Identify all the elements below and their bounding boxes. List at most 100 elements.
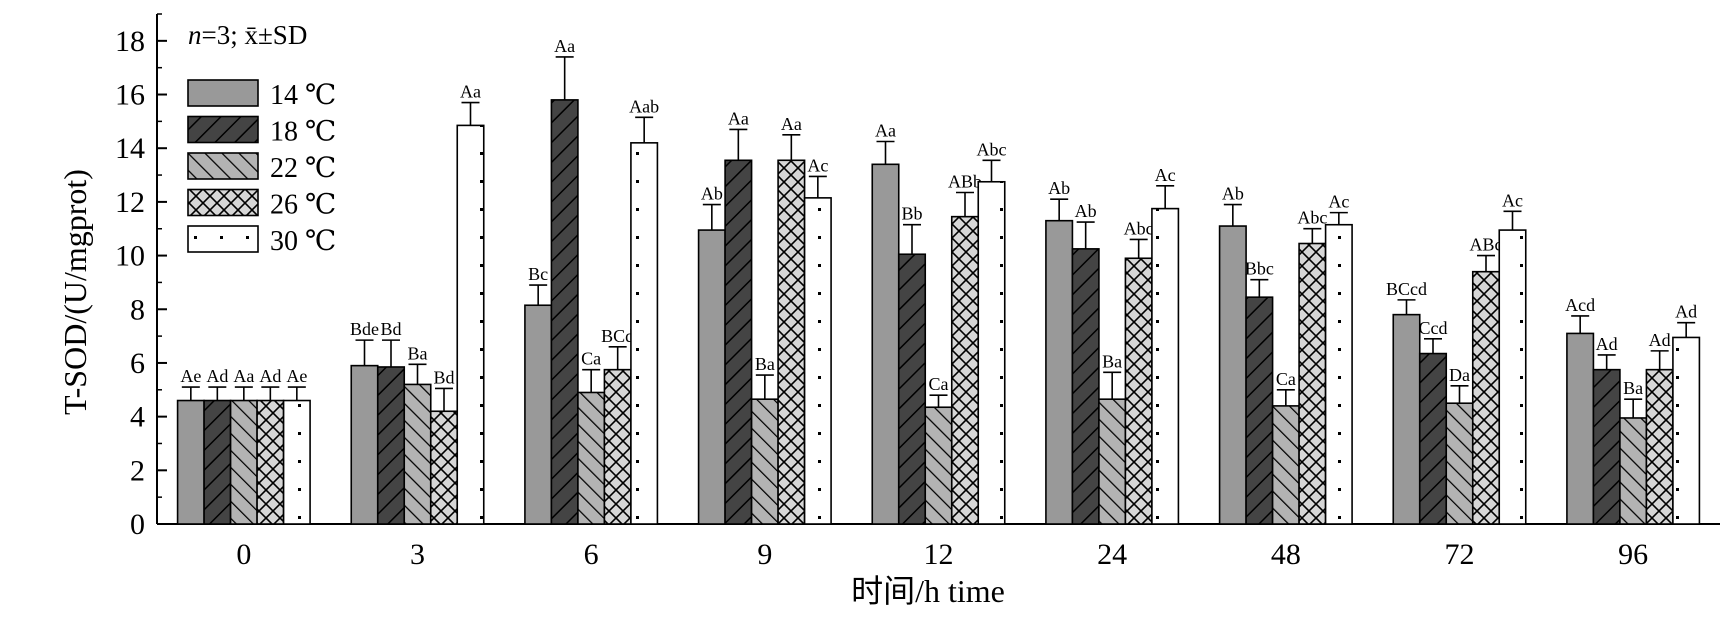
bar bbox=[256, 399, 285, 525]
significance-label: Bc bbox=[528, 264, 548, 284]
bar bbox=[1619, 417, 1648, 525]
legend-swatch bbox=[187, 225, 259, 253]
significance-label: Aa bbox=[554, 36, 575, 56]
note-n: n bbox=[188, 20, 202, 50]
bar bbox=[282, 399, 311, 525]
significance-label: Abc bbox=[1297, 208, 1327, 228]
bar bbox=[1592, 368, 1621, 525]
significance-label: Bd bbox=[380, 319, 401, 339]
legend-label: 26 ℃ bbox=[270, 190, 336, 221]
bar bbox=[1471, 270, 1501, 525]
significance-label: Ba bbox=[755, 354, 775, 374]
significance-label: BCd bbox=[601, 326, 634, 346]
significance-label: Ccd bbox=[1419, 318, 1448, 338]
significance-label: Bb bbox=[901, 204, 922, 224]
bar bbox=[1498, 229, 1527, 525]
bar bbox=[950, 215, 980, 525]
significance-label: Ac bbox=[1155, 165, 1176, 185]
legend-swatch bbox=[187, 152, 259, 180]
significance-label: Ad bbox=[1596, 334, 1618, 354]
significance-label: Aab bbox=[629, 96, 659, 116]
bar bbox=[1271, 405, 1300, 525]
bar bbox=[176, 399, 205, 525]
bar bbox=[1418, 352, 1448, 525]
bar bbox=[1245, 296, 1274, 525]
significance-label: Ae bbox=[180, 366, 201, 386]
bar bbox=[1445, 402, 1474, 525]
bar bbox=[977, 180, 1006, 525]
bar bbox=[403, 383, 432, 525]
bar bbox=[630, 142, 659, 525]
bar bbox=[1071, 248, 1100, 525]
y-tick-label: 2 bbox=[130, 454, 145, 487]
legend-label: 22 ℃ bbox=[270, 153, 336, 184]
y-tick-label: 10 bbox=[115, 240, 145, 273]
significance-label: Ba bbox=[408, 343, 428, 363]
bar bbox=[577, 391, 606, 525]
significance-label: Ba bbox=[1623, 378, 1643, 398]
bar bbox=[871, 163, 900, 525]
bar bbox=[376, 366, 406, 525]
bar bbox=[697, 229, 726, 525]
bar bbox=[1124, 257, 1153, 525]
significance-label: Ad bbox=[259, 366, 281, 386]
x-tick-label: 0 bbox=[236, 538, 251, 571]
x-tick-label: 48 bbox=[1271, 538, 1301, 571]
significance-label: Ac bbox=[807, 155, 828, 175]
bar bbox=[429, 410, 459, 525]
bar bbox=[803, 197, 832, 525]
legend-swatch bbox=[187, 115, 259, 144]
significance-label: Bd bbox=[433, 367, 454, 387]
legend-label: 14 ℃ bbox=[270, 80, 336, 111]
bar bbox=[1645, 368, 1674, 525]
bar bbox=[1151, 207, 1180, 525]
y-tick-label: 16 bbox=[115, 79, 145, 112]
note-rest: =3; x̄±SD bbox=[202, 20, 308, 50]
significance-label: Ba bbox=[1102, 351, 1122, 371]
bar bbox=[924, 406, 953, 525]
bar bbox=[1045, 219, 1074, 525]
significance-label: Ca bbox=[929, 374, 949, 394]
bar bbox=[724, 159, 753, 525]
significance-label: ABb bbox=[948, 172, 982, 192]
bar bbox=[524, 304, 553, 525]
significance-label: Ab bbox=[1048, 178, 1070, 198]
legend: 14 ℃ 18 ℃ 22 ℃ 26 ℃ 30 ℃ bbox=[187, 79, 336, 257]
x-tick-label: 3 bbox=[410, 538, 425, 571]
significance-label: Acd bbox=[1565, 295, 1595, 315]
bar bbox=[1392, 313, 1421, 525]
significance-label: Ab bbox=[1222, 184, 1244, 204]
bar bbox=[1324, 223, 1353, 525]
sample-note: n=3; x̄±SD bbox=[188, 20, 307, 50]
bar bbox=[229, 399, 258, 525]
bar bbox=[1672, 336, 1701, 525]
bar bbox=[897, 253, 927, 525]
significance-label: Ae bbox=[286, 366, 307, 386]
x-tick-label: 24 bbox=[1097, 538, 1127, 571]
significance-label: Ac bbox=[1502, 190, 1523, 210]
significance-label: BCcd bbox=[1386, 279, 1427, 299]
significance-label: Ca bbox=[1276, 369, 1296, 389]
significance-label: ABc bbox=[1470, 235, 1503, 255]
significance-label: Aa bbox=[875, 121, 896, 141]
significance-label: Ab bbox=[1075, 201, 1097, 221]
y-tick-label: 18 bbox=[115, 25, 145, 58]
significance-label: Ab bbox=[701, 184, 723, 204]
significance-label: Ac bbox=[1328, 192, 1349, 212]
bar bbox=[350, 364, 379, 525]
legend-label: 30 ℃ bbox=[270, 226, 336, 257]
significance-label: Ad bbox=[206, 366, 228, 386]
y-tick-label: 0 bbox=[130, 508, 145, 541]
y-tick-label: 4 bbox=[130, 401, 145, 434]
y-tick-label: 8 bbox=[130, 293, 145, 326]
significance-label: Bbc bbox=[1245, 259, 1274, 279]
significance-label: Ad bbox=[1649, 330, 1671, 350]
x-tick-label: 72 bbox=[1445, 538, 1475, 571]
x-axis-title: 时间/h time bbox=[851, 573, 1005, 609]
significance-label: Aa bbox=[728, 108, 749, 128]
x-tick-label: 96 bbox=[1618, 538, 1648, 571]
bar bbox=[777, 159, 806, 525]
significance-label: Da bbox=[1449, 365, 1470, 385]
